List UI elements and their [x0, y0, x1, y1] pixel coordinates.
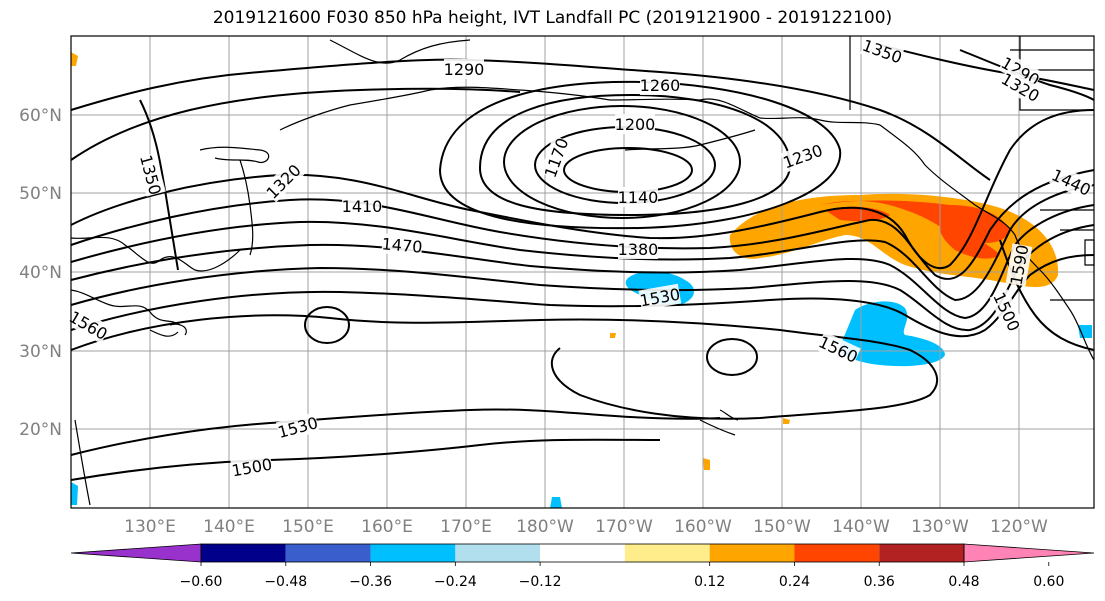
contour-label-bg — [1049, 164, 1094, 200]
lat-label: 20°N — [19, 420, 62, 440]
contour-label-bg — [342, 196, 382, 216]
lon-label: 160°E — [361, 517, 413, 537]
contour-label-bg — [136, 152, 166, 197]
colorbar-tick-label: 0.60 — [1033, 574, 1064, 590]
contour-label-bg — [780, 139, 825, 173]
contour-label-bg — [989, 289, 1025, 334]
colorbar-tick-label: 0.36 — [864, 574, 895, 590]
colorbar-tick-label: −0.24 — [434, 574, 477, 590]
colorbar-tick-label: −0.60 — [180, 574, 223, 590]
contour-label-bg — [615, 114, 655, 134]
contour-label: 1380 — [618, 240, 659, 259]
latitude-labels: 60°N 50°N 40°N 30°N 20°N — [19, 106, 62, 440]
lon-label: 120°W — [990, 517, 1048, 537]
contour-label: 1200 — [615, 115, 656, 134]
colorbar-tick-label: 0.12 — [694, 574, 725, 590]
colorbar-tick-label: 0.24 — [779, 574, 810, 590]
colorbar-tick-label: 0.48 — [948, 574, 979, 590]
lon-label: 150°E — [282, 517, 334, 537]
contour-label-bg — [539, 135, 573, 180]
contour-label-bg — [998, 52, 1043, 90]
contour-label-bg — [998, 68, 1043, 106]
contour-label-bg — [860, 34, 905, 68]
contour-label: 1470 — [381, 234, 423, 256]
longitude-labels: 130°E 140°E 150°E 160°E 170°E 180°W 170°W 160°W… — [124, 517, 1048, 537]
colorbar-bin — [624, 544, 710, 562]
colorbar-tick-label: −0.12 — [519, 574, 562, 590]
colorbar-tick-label: −0.36 — [349, 574, 392, 590]
colorbar-bin — [370, 544, 456, 562]
colorbar-bin — [455, 544, 541, 562]
contour-label-bg — [816, 331, 861, 367]
contour-label-bg — [66, 306, 111, 344]
map-title: 2019121600 F030 850 hPa height, IVT Land… — [212, 8, 893, 28]
lon-label: 180°W — [516, 517, 574, 537]
colorbar-bin — [879, 544, 964, 562]
map-frame — [70, 35, 1095, 509]
contour-label-bg — [444, 59, 484, 79]
contour-label: 1260 — [640, 76, 681, 95]
lon-label: 140°W — [832, 517, 890, 537]
contour-label-bg — [638, 283, 682, 311]
lon-label: 130°E — [124, 517, 176, 537]
lon-label: 130°W — [911, 517, 969, 537]
colorbar-bin — [794, 544, 880, 562]
graticule — [71, 36, 1094, 508]
contour-label-bg — [381, 233, 423, 257]
lon-label: 170°W — [595, 517, 653, 537]
lon-label: 170°E — [440, 517, 492, 537]
contour-label: 1140 — [618, 188, 659, 207]
contour-label-bg — [618, 239, 658, 259]
colorbar-tick-label: −0.48 — [264, 574, 307, 590]
lat-label: 50°N — [19, 184, 62, 204]
lat-label: 40°N — [19, 263, 62, 283]
lat-label: 60°N — [19, 106, 62, 126]
lon-label: 140°E — [203, 517, 255, 537]
colorbar-extend-low — [70, 543, 202, 563]
contour-label-bg — [640, 75, 680, 95]
lon-label: 160°W — [674, 517, 732, 537]
colorbar-bin — [285, 544, 371, 562]
contour-label-bg — [262, 160, 305, 203]
colorbar-bin — [709, 544, 795, 562]
contour-label-bg — [618, 187, 658, 207]
contour-label: 1290 — [444, 60, 485, 79]
colorbar-bin — [540, 544, 625, 562]
contour-label: 1410 — [342, 197, 383, 216]
colorbar-extend-high — [963, 543, 1095, 563]
ivt-shading — [71, 52, 1092, 508]
colorbar-bin — [201, 544, 286, 562]
colorbar: −0.60 −0.48 −0.36 −0.24 −0.12 0.12 0.24 0.36 0.4… — [70, 543, 1095, 590]
contour-label-bg — [230, 453, 274, 481]
lon-label: 150°W — [753, 517, 811, 537]
contour-label-bg — [1005, 243, 1033, 287]
lat-label: 30°N — [19, 342, 62, 362]
height-contours — [70, 44, 1095, 481]
